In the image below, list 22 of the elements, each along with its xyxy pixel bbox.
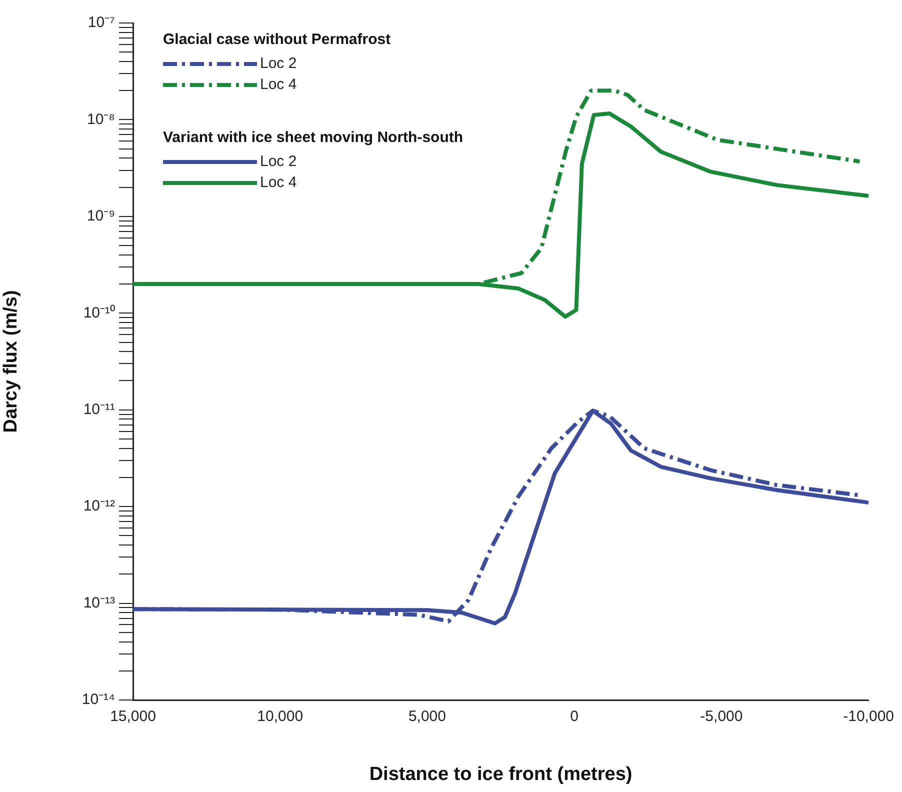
x-tick-label: -10,000 [843,708,894,726]
y-tick-label: 10⁻¹² [83,498,115,515]
annotation: Variant with ice sheet moving North-south [163,129,464,146]
legend-label: Loc 4 [260,174,297,192]
y-tick-label: 10⁻¹³ [83,594,115,612]
x-tick-label: -5,000 [700,708,743,726]
x-tick-label: 15,000 [110,708,156,726]
legend-label: Loc 2 [260,153,297,170]
x-tick-label: 10,000 [257,708,304,726]
y-tick-label: 10⁻⁸ [86,110,115,128]
annotation: Glacial case without Permafrost [163,31,391,48]
y-tick-label: 10⁻⁹ [86,208,115,225]
y-tick-label: 10⁻⁷ [88,14,115,32]
y-axis-title: Darcy flux (m/s) [0,290,22,433]
y-tick-label: 10⁻¹⁴ [82,691,115,708]
x-tick-label: 5,000 [408,708,446,726]
x-axis-title: Distance to ice front (metres) [369,764,632,785]
legend-label: Loc 4 [260,76,297,94]
x-tick-label: 0 [570,708,579,726]
y-tick-label: 10⁻¹⁰ [83,304,115,322]
legend-label: Loc 2 [260,55,297,72]
y-tick-label: 10⁻¹¹ [83,401,115,418]
